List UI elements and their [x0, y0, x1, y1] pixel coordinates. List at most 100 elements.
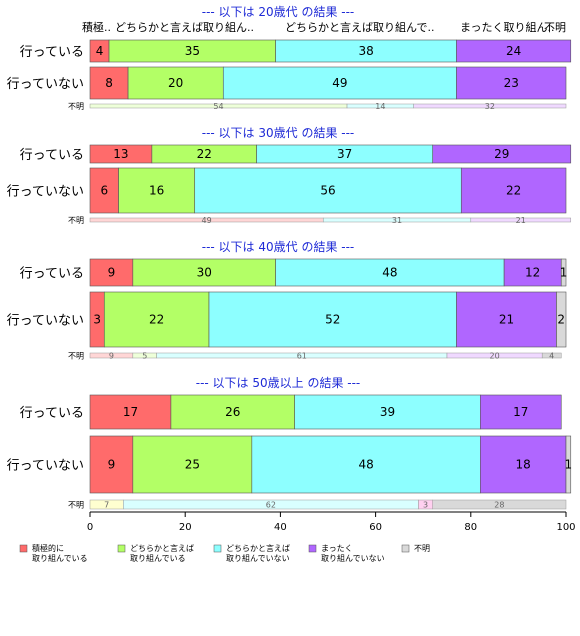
row-label: 行っていない	[7, 314, 84, 329]
unknown-segment	[432, 499, 567, 510]
segment-label: 39	[380, 405, 395, 419]
panel-title: --- 以下は 20歳代 の結果 ---	[202, 5, 355, 19]
bar-segment	[132, 258, 276, 287]
panel-title: --- 以下は 30歳代 の結果 ---	[202, 126, 355, 140]
panel-title: --- 以下は 50歳以上 の結果 ---	[196, 376, 361, 390]
unknown-segment-label: 54	[213, 102, 223, 111]
row-label: 行っていない	[7, 185, 84, 200]
legend-label: どちらかと言えば	[226, 543, 290, 553]
bar-segment	[456, 66, 567, 100]
bar-segment	[132, 435, 253, 494]
segment-label: 48	[382, 266, 397, 280]
bar-segment	[222, 66, 457, 100]
column-header: 不明	[544, 21, 566, 34]
legend-label: 不明	[414, 544, 430, 553]
x-tick-label: 0	[87, 522, 93, 533]
segment-label: 56	[320, 184, 335, 198]
legend-swatch	[213, 544, 222, 553]
legend-swatch	[19, 544, 28, 553]
segment-label: 8	[105, 76, 113, 90]
segment-label: 17	[513, 405, 528, 419]
segment-label: 29	[494, 147, 509, 161]
bar-segment	[89, 66, 129, 100]
segment-label: 1	[565, 458, 573, 472]
legend-label: まったく	[321, 544, 353, 553]
column-header: どちらかと言えば取り組んで..	[285, 21, 434, 34]
x-tick-label: 40	[274, 522, 287, 533]
bar-segment	[89, 394, 172, 430]
bar-segment	[89, 258, 134, 287]
segment-label: 25	[185, 458, 200, 472]
legend-swatch	[117, 544, 126, 553]
row-label: 行っている	[20, 148, 84, 163]
unknown-segment	[413, 103, 567, 109]
unknown-row-label: 不明	[68, 216, 84, 225]
segment-label: 13	[113, 147, 128, 161]
unknown-segment	[541, 352, 562, 359]
column-header: どちらかと言えば取り組ん..	[115, 21, 254, 34]
x-tick-label: 60	[369, 522, 382, 533]
unknown-segment-label: 21	[516, 216, 526, 225]
bar-segment	[565, 435, 572, 494]
bar-segment	[456, 39, 572, 63]
unknown-segment-label: 5	[142, 352, 147, 361]
segment-label: 12	[525, 266, 540, 280]
bar-segment	[480, 435, 567, 494]
segment-label: 35	[185, 44, 200, 58]
bar-segment	[480, 394, 562, 430]
segment-label: 1	[560, 266, 568, 280]
bar-segment	[170, 394, 295, 430]
unknown-row-label: 不明	[68, 102, 84, 111]
legend-label: 取り組んでいない	[321, 553, 385, 563]
unknown-segment-label: 3	[423, 501, 428, 510]
bar-segment	[89, 167, 119, 214]
segment-label: 20	[168, 76, 183, 90]
unknown-segment-label: 62	[266, 501, 276, 510]
legend-label: 取り組んでいる	[130, 553, 186, 563]
bar-segment	[560, 258, 567, 287]
unknown-segment-label: 7	[104, 501, 109, 510]
unknown-row-label: 不明	[68, 501, 84, 510]
bar-segment	[294, 394, 481, 430]
row-label: 行っている	[20, 406, 84, 421]
legend-label: どちらかと言えば	[130, 543, 194, 553]
unknown-row-label: 不明	[68, 352, 84, 361]
segment-label: 18	[516, 458, 531, 472]
legend-swatch	[401, 544, 410, 553]
segment-label: 23	[504, 76, 519, 90]
row-label: 行っている	[20, 267, 84, 282]
legend-label: 取り組んでいる	[32, 553, 88, 563]
unknown-segment-label: 49	[202, 216, 212, 225]
segment-label: 2	[557, 313, 565, 327]
unknown-segment-label: 14	[375, 102, 385, 111]
unknown-segment-label: 28	[494, 501, 504, 510]
x-tick-label: 20	[179, 522, 192, 533]
segment-label: 6	[100, 184, 108, 198]
bar-segment	[432, 144, 572, 164]
bar-segment	[251, 435, 481, 494]
segment-label: 30	[197, 266, 212, 280]
bar-segment	[503, 258, 562, 287]
unknown-segment-label: 4	[549, 352, 554, 361]
panel-title: --- 以下は 40歳代 の結果 ---	[202, 240, 355, 254]
segment-label: 22	[197, 147, 212, 161]
segment-label: 24	[506, 44, 521, 58]
segment-label: 38	[358, 44, 373, 58]
unknown-segment-label: 20	[490, 352, 500, 361]
column-header: まったく取り組ん..	[460, 21, 555, 34]
segment-label: 21	[499, 313, 514, 327]
legend-label: 積極的に	[32, 543, 64, 553]
segment-label: 22	[506, 184, 521, 198]
bar-segment	[208, 291, 457, 348]
segment-label: 22	[149, 313, 164, 327]
segment-label: 26	[225, 405, 240, 419]
row-label: 行っていない	[7, 77, 84, 92]
x-tick-label: 80	[464, 522, 477, 533]
segment-label: 49	[332, 76, 347, 90]
bar-segment	[118, 167, 196, 214]
legend-label: 取り組んでいない	[226, 553, 290, 563]
bar-segment	[456, 291, 557, 348]
segment-label: 52	[325, 313, 340, 327]
bar-segment	[194, 167, 462, 214]
unknown-segment-label: 31	[392, 216, 402, 225]
